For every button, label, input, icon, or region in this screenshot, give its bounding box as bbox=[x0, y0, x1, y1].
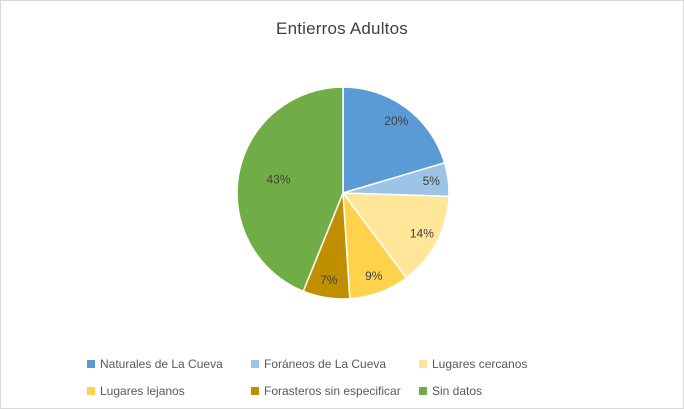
legend-item: Foráneos de La Cueva bbox=[251, 357, 419, 371]
legend-swatch-icon bbox=[419, 360, 427, 368]
legend-label: Lugares cercanos bbox=[432, 357, 528, 371]
pie-slice bbox=[342, 192, 450, 279]
legend-item: Lugares cercanos bbox=[419, 357, 683, 371]
legend-swatch-icon bbox=[87, 360, 95, 368]
pie-slice-label: 7% bbox=[320, 273, 338, 287]
legend-swatch-icon bbox=[251, 387, 259, 395]
pie-slice-label: 9% bbox=[365, 269, 383, 283]
legend-swatch-icon bbox=[251, 360, 259, 368]
legend-item: Forasteros sin especificar bbox=[251, 384, 419, 398]
pie-slice-label: 43% bbox=[266, 173, 290, 187]
legend-swatch-icon bbox=[87, 387, 95, 395]
pie-slice bbox=[236, 86, 344, 292]
chart-title: Entierros Adultos bbox=[276, 19, 408, 38]
legend-label: Foráneos de La Cueva bbox=[264, 357, 387, 371]
legend-swatch-icon bbox=[419, 387, 427, 395]
pie-slice bbox=[342, 86, 446, 194]
legend-label: Lugares lejanos bbox=[100, 384, 185, 398]
pie-slice-label: 5% bbox=[423, 174, 441, 188]
pie-slice-label: 14% bbox=[410, 226, 434, 240]
chart-legend: Naturales de La Cueva Foráneos de La Cuev… bbox=[1, 357, 683, 398]
legend-item: Naturales de La Cueva bbox=[87, 357, 251, 371]
pie-slice-label: 20% bbox=[384, 114, 408, 128]
legend-item: Sin datos bbox=[419, 384, 683, 398]
legend-label: Naturales de La Cueva bbox=[100, 357, 223, 371]
legend-label: Sin datos bbox=[432, 384, 483, 398]
legend-label: Forasteros sin especificar bbox=[264, 384, 401, 398]
legend-item: Lugares lejanos bbox=[87, 384, 251, 398]
